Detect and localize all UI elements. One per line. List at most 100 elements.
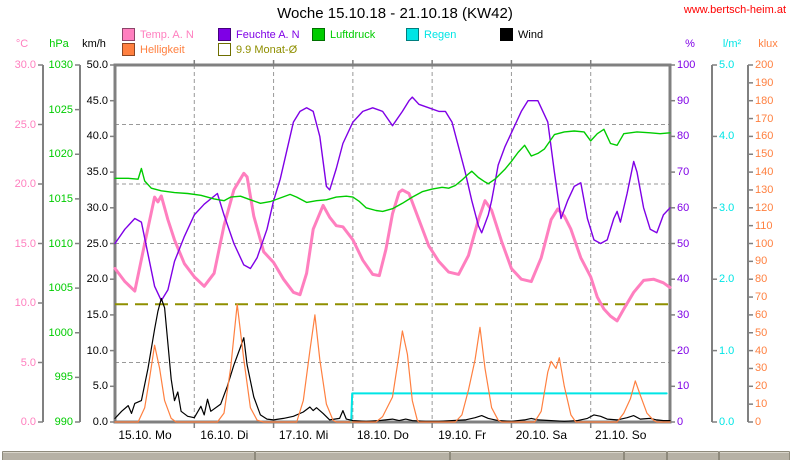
axis-tick-label-pct: 10 [677,380,690,393]
series-line-regen [350,392,668,423]
axis-header-klux: klux [758,38,778,50]
axis-tick-label-hpa: 1015 [48,192,73,205]
axis-tick-label-klux: 120 [755,201,774,214]
axis-tick-label-klux: 190 [755,76,774,89]
legend-item-wind: Wind [500,28,594,41]
axis-tick-label-pct: 0 [677,416,684,428]
legend-swatch-icon [218,28,231,41]
series-line-temp-a-n [113,171,672,323]
axis-tick-label-hpa: 995 [54,371,73,384]
day-label-15: 15.10. Mo [118,428,172,442]
legend-swatch-icon [406,28,419,41]
axis-tick-label-klux: 160 [755,130,774,143]
axis-tick-label-c: 20.0 [14,178,36,190]
axis-tick-label-pct: 90 [677,94,690,107]
day-label-20: 20.10. Sa [515,428,568,442]
axis-tick-label-kmh: 20.0 [86,273,108,286]
bottom-bar-button-6[interactable] [719,451,790,460]
axis-tick-label-kmh: 50.0 [86,59,108,71]
day-label-17: 17.10. Mi [278,428,329,442]
axis-tick-label-hpa: 1020 [48,148,73,161]
axis-tick-label-pct: 100 [677,59,696,71]
axis-tick-label-kmh: 40.0 [86,130,108,143]
legend-item-temp-a-n: Temp. A. N [122,28,218,41]
axis-tick-label-c: 15.0 [14,237,36,250]
bottom-bar [0,451,790,460]
legend-swatch-icon [122,28,135,41]
axis-tick-label-c: 0.0 [20,416,36,428]
axis-tick-label-hpa: 990 [54,416,73,428]
legend-label: Helligkeit [140,43,185,56]
axis-tick-label-lm2: 0.0 [719,416,735,428]
legend-swatch-icon [312,28,325,41]
series-line-feuchte-a-n [114,96,671,302]
axis-tick-label-pct: 60 [677,201,690,214]
axis-tick-label-hpa: 1010 [48,237,73,250]
axis-tick-label-klux: 200 [755,59,774,71]
axis-tick-label-klux: 150 [755,148,774,161]
axis-tick-label-kmh: 30.0 [86,201,108,214]
axis-tick-label-c: 30.0 [14,59,36,71]
day-label-16: 16.10. Di [200,428,249,442]
axis-tick-label-hpa: 1030 [48,59,73,71]
axis-tick-label-klux: 130 [755,183,774,196]
axis-tick-label-klux: 110 [755,219,773,232]
axis-header-pct: % [685,38,695,50]
axis-tick-label-c: 5.0 [20,356,36,369]
axis-tick-label-klux: 60 [755,308,768,321]
axis-tick-label-klux: 180 [755,94,774,107]
legend-swatch-icon [500,28,513,41]
bottom-bar-button-1[interactable] [2,451,255,460]
legend-label: Wind [518,28,544,41]
series-line-helligkeit [114,303,671,423]
legend-item-luftdruck: Luftdruck [312,28,406,41]
axis-tick-label-klux: 0 [755,416,762,428]
axis-tick-label-klux: 100 [755,237,774,250]
axis-header-c: °C [15,38,29,50]
axis-header-hpa: hPa [49,38,69,50]
legend-label: Feuchte A. N [236,28,300,41]
day-label-19: 19.10. Fr [438,428,487,442]
axis-tick-label-klux: 40 [755,344,768,357]
bottom-bar-button-3[interactable] [450,451,624,460]
legend-item-helligkeit: Helligkeit [122,43,218,56]
legend-label: 9.9 Monat-Ø [236,43,298,56]
axis-tick-label-c: 10.0 [14,297,36,309]
legend-swatch-icon [218,43,231,56]
legend-item-9-9-monat-: 9.9 Monat-Ø [218,43,297,56]
axis-tick-label-pct: 30 [677,308,690,321]
axis-header-lm2: l/m² [722,38,742,50]
axis-tick-label-klux: 170 [755,112,774,125]
axis-tick-label-kmh: 10.0 [86,344,108,357]
axis-tick-label-hpa: 1000 [48,326,73,339]
axis-tick-label-hpa: 1005 [48,282,73,295]
axis-tick-label-kmh: 0.0 [92,416,108,428]
axis-tick-label-lm2: 2.0 [719,273,735,286]
axis-tick-label-lm2: 4.0 [719,130,735,143]
axis-tick-label-lm2: 1.0 [719,344,735,357]
axis-tick-label-klux: 30 [755,362,768,375]
axis-tick-label-kmh: 45.0 [86,94,108,107]
legend-item-feuchte-a-n: Feuchte A. N [218,28,312,41]
day-label-21: 21.10. So [595,428,647,442]
axis-tick-label-pct: 20 [677,344,690,357]
axis-tick-label-klux: 50 [755,326,768,339]
axis-tick-label-hpa: 1025 [48,103,73,116]
bottom-bar-button-5[interactable] [667,451,719,460]
axis-tick-label-kmh: 35.0 [86,166,108,179]
bottom-bar-button-4[interactable] [624,451,667,460]
website-link[interactable]: www.bertsch-heim.at [683,4,786,16]
axis-tick-label-lm2: 5.0 [719,59,735,71]
legend-label: Luftdruck [330,28,376,41]
bottom-bar-button-2[interactable] [255,451,450,460]
legend-label: Regen [424,28,457,41]
axis-tick-label-klux: 10 [755,398,768,411]
axis-tick-label-kmh: 25.0 [86,237,108,250]
axis-tick-label-lm2: 3.0 [719,201,735,214]
axis-tick-label-klux: 80 [755,273,768,286]
axis-tick-label-pct: 50 [677,237,690,250]
axis-tick-label-klux: 90 [755,255,768,268]
axis-tick-label-klux: 70 [755,291,768,304]
